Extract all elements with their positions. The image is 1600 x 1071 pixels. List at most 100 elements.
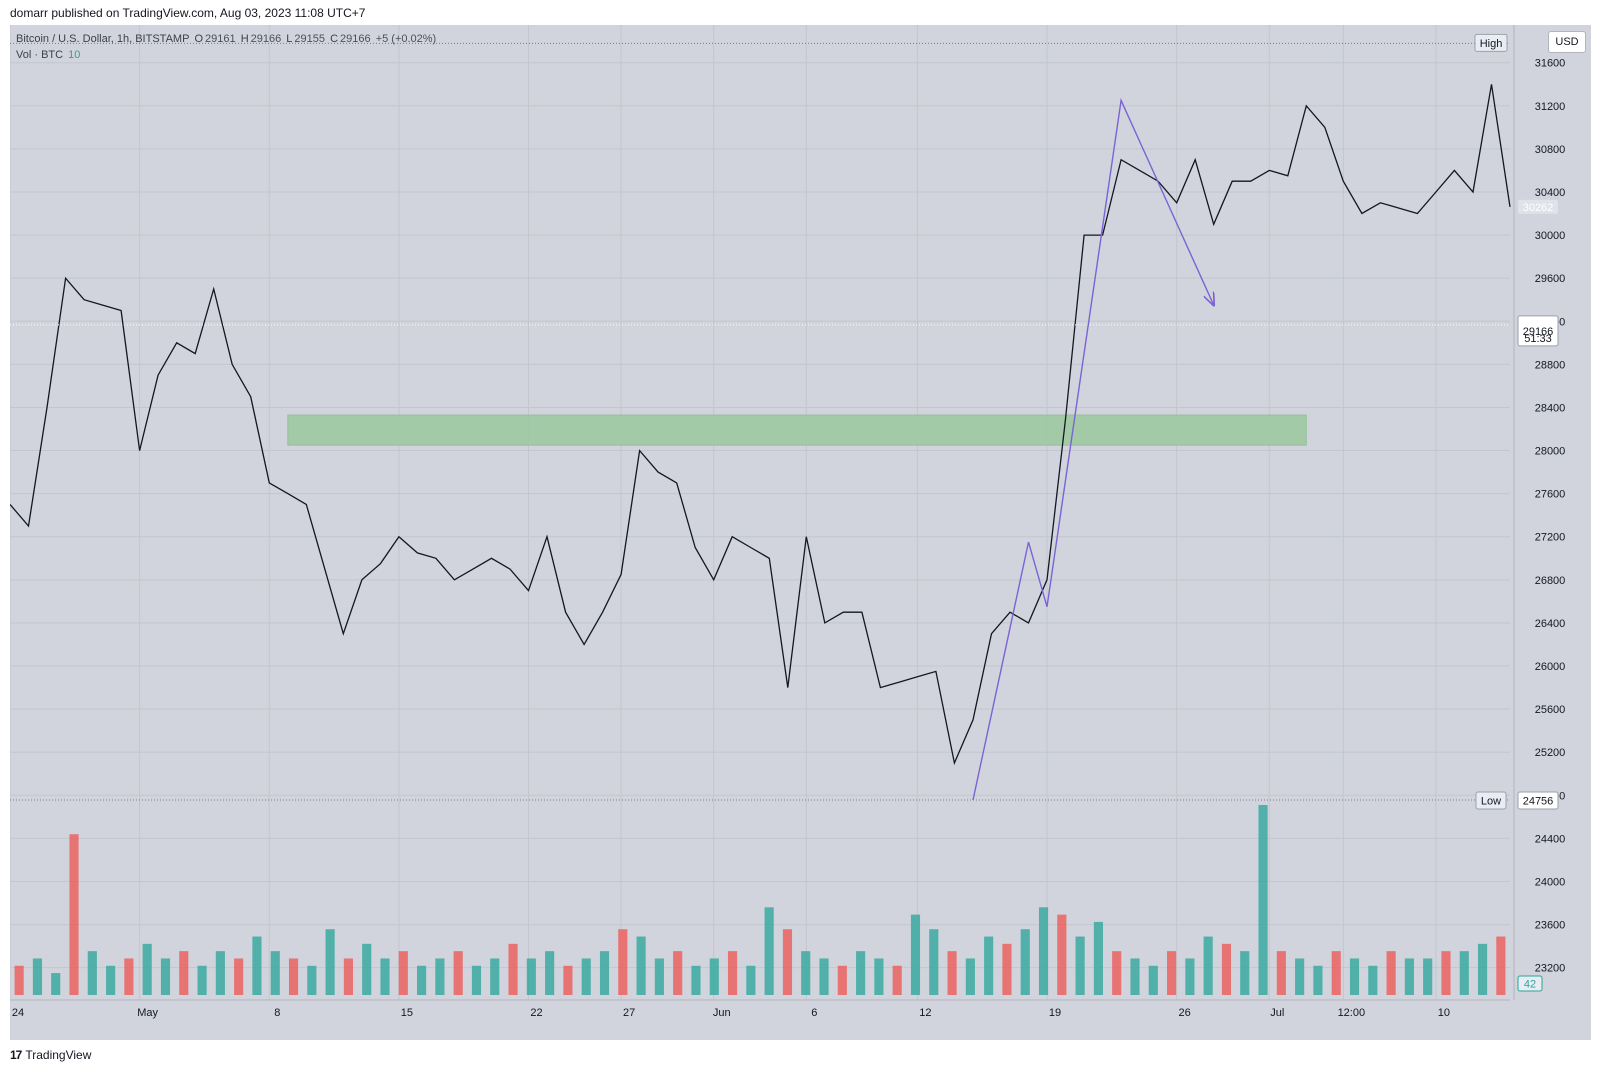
volume-badge-bg bbox=[1517, 975, 1543, 992]
legend-low: 29155 bbox=[294, 33, 326, 45]
volume-bar bbox=[1112, 951, 1122, 995]
volume-bar bbox=[746, 965, 756, 995]
volume-bar bbox=[984, 936, 994, 995]
volume-bar bbox=[471, 965, 482, 995]
low-label: Low bbox=[1481, 796, 1501, 808]
time-axis-tick-label: Jul bbox=[1270, 1007, 1284, 1019]
volume-bar bbox=[490, 958, 500, 995]
volume-bar bbox=[1477, 943, 1488, 995]
currency-button[interactable]: USD bbox=[1548, 31, 1586, 53]
time-axis-tick-label: 19 bbox=[1049, 1007, 1061, 1019]
high-label-bg bbox=[1474, 33, 1508, 52]
legend-low-label: L bbox=[286, 33, 293, 45]
volume-bar bbox=[947, 951, 957, 995]
price-axis-tick-label: 28400 bbox=[1535, 402, 1566, 414]
volume-bar bbox=[782, 929, 793, 995]
time-axis-tick-label: 15 bbox=[401, 1007, 413, 1019]
countdown-label: 51:33 bbox=[1524, 333, 1552, 345]
volume-bar bbox=[1185, 958, 1195, 995]
volume-bar bbox=[1258, 805, 1268, 995]
legend-row-symbol: Bitcoin / U.S. Dollar, 1h, BITSTAMP O 291… bbox=[16, 31, 438, 47]
time-axis-tick-label: 24 bbox=[12, 1007, 24, 1019]
volume-bar bbox=[106, 965, 116, 995]
volume-bar bbox=[252, 936, 262, 995]
ghost-price-label-bg bbox=[1518, 199, 1558, 214]
price-axis-tick-label: 26800 bbox=[1535, 575, 1566, 587]
volume-bar bbox=[910, 914, 921, 995]
volume-bar bbox=[1203, 936, 1213, 995]
footer-brand-text: TradingView bbox=[25, 1048, 92, 1062]
volume-bar bbox=[965, 958, 975, 995]
price-series-line bbox=[10, 84, 1511, 766]
price-axis-tick-label: 27600 bbox=[1535, 489, 1566, 501]
volume-bar bbox=[1093, 921, 1103, 995]
volume-bar bbox=[160, 958, 171, 995]
legend-high: 29166 bbox=[250, 33, 282, 45]
support-resistance-zone[interactable] bbox=[287, 414, 1307, 446]
price-axis-tick-label: 28000 bbox=[1535, 446, 1566, 458]
volume-bar bbox=[1148, 965, 1158, 995]
volume-bar bbox=[1038, 907, 1049, 995]
volume-bar bbox=[1240, 951, 1250, 995]
volume-bar bbox=[270, 951, 280, 995]
volume-bar bbox=[599, 951, 610, 995]
volume-bar bbox=[87, 951, 97, 995]
volume-bar bbox=[179, 951, 189, 995]
annotation-path-arrow[interactable] bbox=[972, 97, 1214, 801]
volume-bar bbox=[709, 958, 719, 995]
price-axis-tick-label: 23200 bbox=[1535, 963, 1566, 975]
time-axis-tick-label: 8 bbox=[274, 1007, 280, 1019]
price-axis-tick-label: 30400 bbox=[1535, 187, 1566, 199]
volume-bar bbox=[288, 958, 299, 995]
time-axis-tick-label: 27 bbox=[623, 1007, 635, 1019]
volume-bar bbox=[197, 965, 207, 995]
volume-bar bbox=[14, 965, 24, 995]
volume-bar bbox=[380, 958, 390, 995]
price-axis-tick-label: 25200 bbox=[1535, 747, 1566, 759]
volume-bar bbox=[1368, 965, 1378, 995]
volume-bar bbox=[69, 834, 79, 995]
volume-bar bbox=[856, 951, 866, 995]
legend-close-label: C bbox=[330, 33, 339, 45]
legend-open: 29161 bbox=[205, 33, 236, 45]
volume-bar bbox=[1331, 951, 1341, 995]
time-axis-tick-label: Jun bbox=[713, 1007, 731, 1019]
price-axis-tick-label: 26400 bbox=[1535, 618, 1566, 630]
volume-bar bbox=[618, 929, 628, 995]
volume-bar bbox=[1423, 958, 1433, 995]
last-price-label-bg bbox=[1517, 315, 1559, 347]
volume-bar bbox=[307, 965, 317, 995]
ghost-price-label: 30262 bbox=[1523, 202, 1554, 214]
volume-bar bbox=[1002, 943, 1012, 995]
time-axis-tick-label: 12:00 bbox=[1338, 1007, 1366, 1019]
volume-bar bbox=[1075, 936, 1085, 995]
volume-bar bbox=[215, 951, 225, 995]
price-axis-tick-label: 31600 bbox=[1535, 58, 1566, 70]
price-chart[interactable]: 2320023600240002440024800252002560026000… bbox=[10, 25, 1591, 1040]
volume-bar bbox=[654, 958, 664, 995]
volume-bar bbox=[819, 958, 829, 995]
chart-area[interactable]: 2320023600240002440024800252002560026000… bbox=[10, 25, 1591, 1040]
price-axis-tick-label: 29600 bbox=[1535, 273, 1566, 285]
price-axis-tick-label: 25600 bbox=[1535, 704, 1566, 716]
volume-bar bbox=[32, 958, 43, 995]
legend-close: 29166 bbox=[340, 33, 371, 45]
volume-bar bbox=[435, 958, 445, 995]
time-axis-tick-label: 6 bbox=[811, 1007, 817, 1019]
price-axis-tick-label: 24000 bbox=[1535, 876, 1566, 888]
legend-high-label: H bbox=[240, 33, 249, 45]
volume-badge: 42 bbox=[1524, 979, 1536, 991]
volume-bar bbox=[124, 958, 134, 995]
volume-bar bbox=[362, 943, 372, 995]
volume-bar bbox=[453, 951, 463, 995]
legend-symbol[interactable]: Bitcoin / U.S. Dollar, 1h, BITSTAMP bbox=[16, 33, 190, 45]
volume-bar bbox=[1221, 943, 1232, 995]
time-axis-tick-label: 10 bbox=[1438, 1007, 1450, 1019]
volume-bar bbox=[343, 958, 353, 995]
volume-bar bbox=[1276, 951, 1286, 995]
legend-volume-label[interactable]: Vol · BTC bbox=[16, 49, 64, 61]
low-label-bg bbox=[1475, 791, 1507, 810]
price-axis-tick-label: 30800 bbox=[1535, 144, 1566, 156]
volume-bar bbox=[1404, 958, 1414, 995]
tradingview-logo-icon: 17 bbox=[10, 1048, 22, 1062]
